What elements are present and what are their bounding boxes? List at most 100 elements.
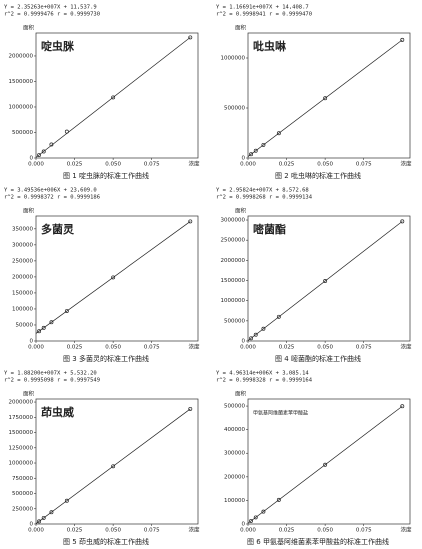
compound-name: 茚虫威 <box>41 405 74 419</box>
x-tick-label: 0.000 <box>28 345 44 351</box>
y-tick-label: 0 <box>30 522 34 528</box>
compound-name: 啶虫脒 <box>41 39 75 53</box>
y-axis-label: 面积 <box>235 208 247 215</box>
x-tick-label: 0.000 <box>28 528 44 534</box>
y-tick-label: 300000 <box>224 451 245 457</box>
x-tick-label: 0.050 <box>317 528 333 534</box>
statistics: r^2 = 0.9995098 r = 0.9997549 <box>4 378 100 384</box>
y-tick-label: 400000 <box>224 427 245 433</box>
data-point <box>188 406 193 411</box>
y-tick-label: 0 <box>242 156 246 162</box>
x-tick-label: 0.050 <box>105 345 121 351</box>
data-point <box>41 515 46 520</box>
data-point <box>261 326 266 331</box>
y-tick-label: 1000000 <box>9 461 34 467</box>
data-point <box>64 129 69 134</box>
y-tick-label: 0 <box>242 339 246 345</box>
data-point <box>276 131 281 136</box>
x-axis-label: 浓度 <box>188 160 200 168</box>
data-point <box>323 462 328 467</box>
y-tick-label: 3000000 <box>221 218 246 224</box>
y-tick-label: 500000 <box>224 404 245 410</box>
y-tick-label: 2000000 <box>9 400 34 406</box>
data-point <box>111 95 116 100</box>
plot-frame <box>35 215 199 342</box>
caption: 图 5 茚虫威的标准工作曲线 <box>63 537 149 546</box>
x-tick-label: 0.025 <box>67 528 83 534</box>
data-point <box>188 35 193 40</box>
data-point <box>49 142 54 147</box>
x-tick-label: 0.075 <box>356 162 372 168</box>
data-point <box>400 37 405 42</box>
x-tick-label: 0.025 <box>279 162 295 168</box>
data-point <box>111 464 116 469</box>
caption: 图 6 甲氨基阿维菌素苯甲酸盐的标准工作曲线 <box>247 537 389 546</box>
x-tick-label: 0.050 <box>317 162 333 168</box>
data-point <box>249 336 254 341</box>
compound-name: 多菌灵 <box>41 222 75 236</box>
compound-name: 甲氨基阿维菌素苯甲酸盐 <box>253 410 308 417</box>
data-point <box>323 279 328 283</box>
data-point <box>64 498 69 503</box>
y-axis-label: 面积 <box>235 25 247 32</box>
y-axis-label: 面积 <box>23 25 35 32</box>
data-point <box>253 515 258 520</box>
y-tick-label: 100000 <box>12 306 33 312</box>
x-axis-label: 浓度 <box>400 160 412 168</box>
equation: Y = 2.35263e+007X + 11,537.9 <box>4 5 97 11</box>
x-tick-label: 0.075 <box>144 345 160 351</box>
fit-line <box>247 221 403 341</box>
y-tick-label: 500000 <box>224 318 245 324</box>
data-point <box>249 152 254 157</box>
y-tick-label: 100000 <box>224 498 245 504</box>
data-point <box>276 497 281 502</box>
caption: 图 1 啶虫脒的标准工作曲线 <box>63 171 149 180</box>
y-tick-label: 750000 <box>12 476 33 482</box>
caption: 图 3 多菌灵的标准工作曲线 <box>63 354 149 363</box>
y-tick-label: 1000000 <box>9 104 34 110</box>
x-axis-label: 浓度 <box>400 343 412 351</box>
data-point <box>37 329 42 334</box>
data-point <box>261 509 266 514</box>
fit-line <box>35 408 191 524</box>
y-tick-label: 1000000 <box>221 56 246 62</box>
x-tick-label: 0.050 <box>105 528 121 534</box>
data-point <box>41 149 46 154</box>
data-point <box>111 275 116 280</box>
statistics: r^2 = 0.9998372 r = 0.9999186 <box>4 195 100 201</box>
x-tick-label: 0.025 <box>67 162 83 168</box>
data-point <box>400 404 405 409</box>
data-point <box>253 332 258 337</box>
data-point <box>37 519 42 524</box>
data-point <box>253 148 258 153</box>
y-tick-label: 250000 <box>12 258 33 264</box>
y-tick-label: 350000 <box>12 226 33 232</box>
y-axis-label: 面积 <box>23 391 35 398</box>
fit-line <box>35 37 191 158</box>
y-tick-label: 200000 <box>12 274 33 280</box>
x-tick-label: 0.025 <box>279 345 295 351</box>
fit-line <box>247 405 403 524</box>
x-tick-label: 0.000 <box>28 162 44 168</box>
statistics: r^2 = 0.9998328 r = 0.9999164 <box>216 378 313 384</box>
y-tick-label: 250000 <box>12 506 33 512</box>
x-axis-label: 浓度 <box>188 343 200 351</box>
data-point <box>249 518 254 523</box>
equation: Y = 1.88200e+007X + 5,532.20 <box>4 371 97 377</box>
y-tick-label: 300000 <box>12 242 33 248</box>
y-tick-label: 150000 <box>12 290 33 296</box>
y-tick-label: 1500000 <box>9 79 34 85</box>
x-tick-label: 0.025 <box>279 528 295 534</box>
x-tick-label: 0.075 <box>356 528 372 534</box>
equation: Y = 2.95824e+007X + 8,572.68 <box>216 188 309 194</box>
y-tick-label: 1500000 <box>221 278 246 284</box>
compound-name: 吡虫啉 <box>253 39 286 53</box>
plot-frame <box>35 32 199 159</box>
data-point <box>323 96 328 101</box>
x-axis-label: 浓度 <box>188 526 200 534</box>
equation: Y = 3.49536e+006X + 23,609.0 <box>4 188 97 194</box>
y-axis-label: 面积 <box>235 391 247 398</box>
y-tick-label: 500000 <box>224 106 245 112</box>
